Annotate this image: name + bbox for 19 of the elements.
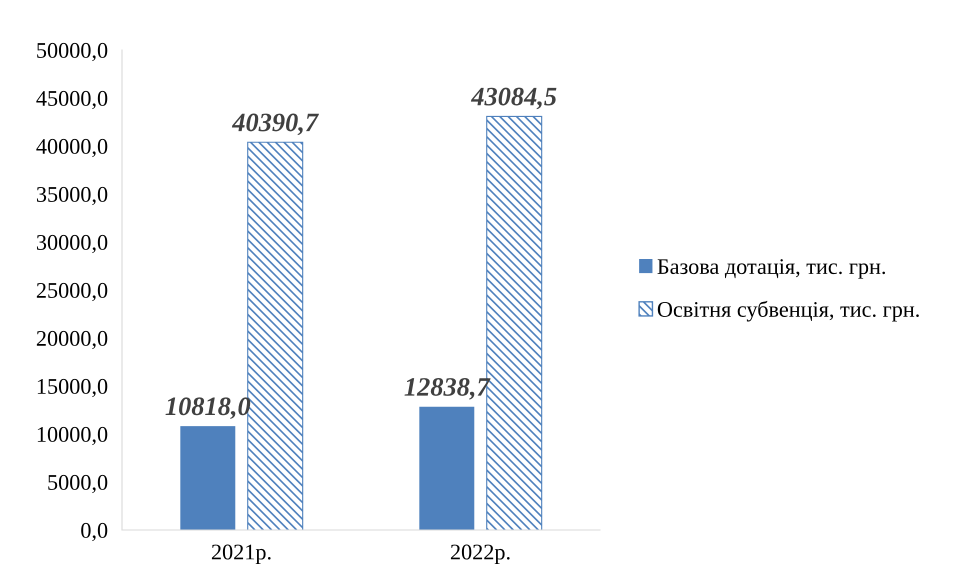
y-tick-label: 50000,0: [37, 42, 108, 62]
x-tick-label: 2021р.: [212, 544, 271, 564]
y-tick-label: 35000,0: [36, 186, 108, 206]
data-label: 40390,7: [232, 114, 319, 136]
bar: [419, 406, 474, 530]
y-tick-label: 25000,0: [36, 282, 108, 302]
legend-label: Освітня субвенція, тис. грн.: [658, 300, 919, 322]
y-tick-label: 30000,0: [36, 234, 108, 254]
x-tick-label: 2022р.: [450, 544, 510, 564]
y-tick-label: 20000,0: [36, 330, 108, 350]
y-tick-label: 0,0: [81, 522, 108, 542]
y-tick-label: 40000,0: [36, 138, 108, 158]
y-tick-label: 45000,0: [36, 90, 108, 110]
data-label: 43084,5: [470, 88, 556, 110]
y-tick-label: 5000,0: [48, 474, 108, 494]
bar: [180, 426, 236, 530]
y-tick-label: 15000,0: [38, 378, 108, 398]
y-tick-label: 10000,0: [38, 426, 108, 446]
legend-label: Базова дотація, тис. грн.: [658, 259, 886, 279]
